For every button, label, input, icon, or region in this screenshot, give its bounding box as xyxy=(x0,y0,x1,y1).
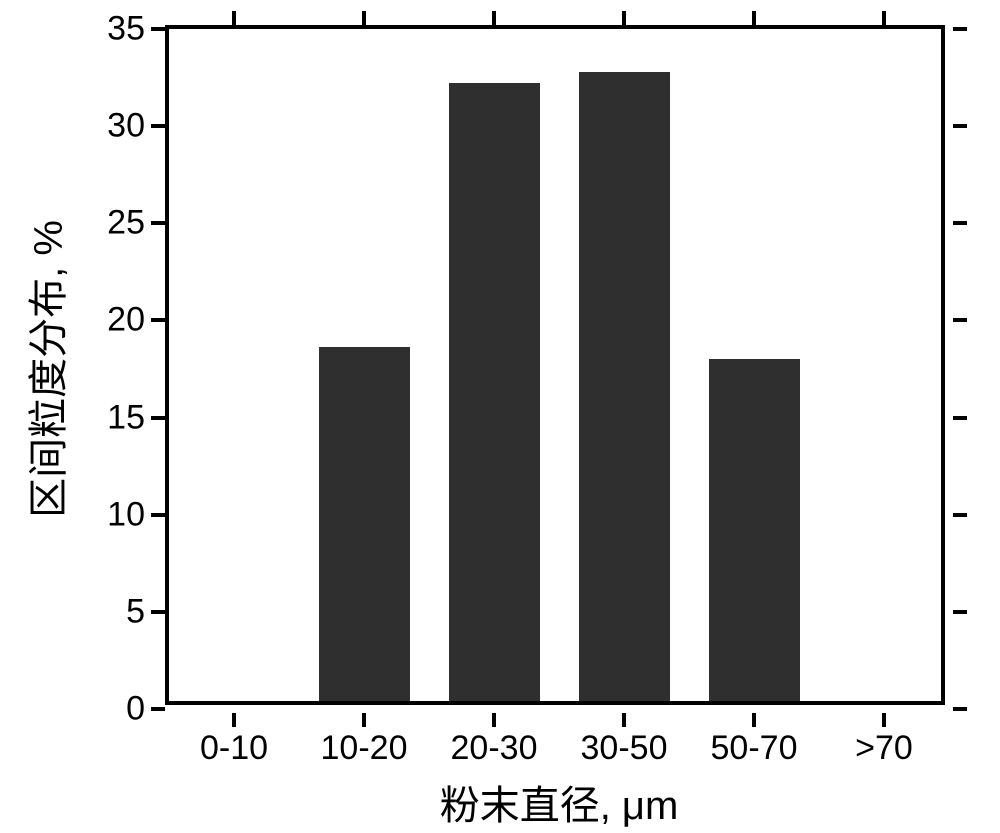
ytick-label: 10 xyxy=(107,495,145,534)
ytick xyxy=(151,513,165,517)
xtick-label: 30-50 xyxy=(581,729,668,768)
ytick-label: 35 xyxy=(107,10,145,49)
ytick xyxy=(151,416,165,420)
ytick xyxy=(953,416,967,420)
ytick xyxy=(953,610,967,614)
xtick-label: >70 xyxy=(855,729,913,768)
bar xyxy=(319,347,410,701)
figure: 区间粒度分布, % 粉末直径, μm 0 5 10 15 20 25 30 35 0-10 10-… xyxy=(0,0,1000,833)
xtick xyxy=(492,713,496,727)
ytick-label: 5 xyxy=(126,592,145,631)
plot-area xyxy=(165,25,945,705)
xtick xyxy=(492,11,496,25)
ytick-label: 0 xyxy=(126,690,145,729)
ytick xyxy=(953,124,967,128)
xtick xyxy=(882,713,886,727)
xtick xyxy=(232,713,236,727)
ytick xyxy=(151,610,165,614)
xtick xyxy=(882,11,886,25)
ytick xyxy=(953,318,967,322)
xtick xyxy=(622,713,626,727)
xtick xyxy=(622,11,626,25)
bar xyxy=(579,72,670,701)
xtick xyxy=(752,11,756,25)
xtick-label: 10-20 xyxy=(321,729,408,768)
ytick-label: 20 xyxy=(107,301,145,340)
ytick xyxy=(151,707,165,711)
ytick xyxy=(953,221,967,225)
ytick xyxy=(151,124,165,128)
xtick-label: 20-30 xyxy=(451,729,538,768)
xtick-label: 0-10 xyxy=(200,729,268,768)
xtick xyxy=(232,11,236,25)
xtick-label: 50-70 xyxy=(711,729,798,768)
ytick-label: 30 xyxy=(107,107,145,146)
ytick-label: 25 xyxy=(107,204,145,243)
ytick xyxy=(151,221,165,225)
ytick xyxy=(953,513,967,517)
xtick xyxy=(752,713,756,727)
ytick-label: 15 xyxy=(107,398,145,437)
xtick xyxy=(362,713,366,727)
ytick xyxy=(953,27,967,31)
xtick xyxy=(362,11,366,25)
ytick xyxy=(953,707,967,711)
bar xyxy=(449,83,540,701)
ytick xyxy=(151,27,165,31)
bar xyxy=(709,359,800,701)
ytick xyxy=(151,318,165,322)
y-axis-label: 区间粒度分布, % xyxy=(16,220,74,518)
x-axis-label: 粉末直径, μm xyxy=(440,773,679,831)
